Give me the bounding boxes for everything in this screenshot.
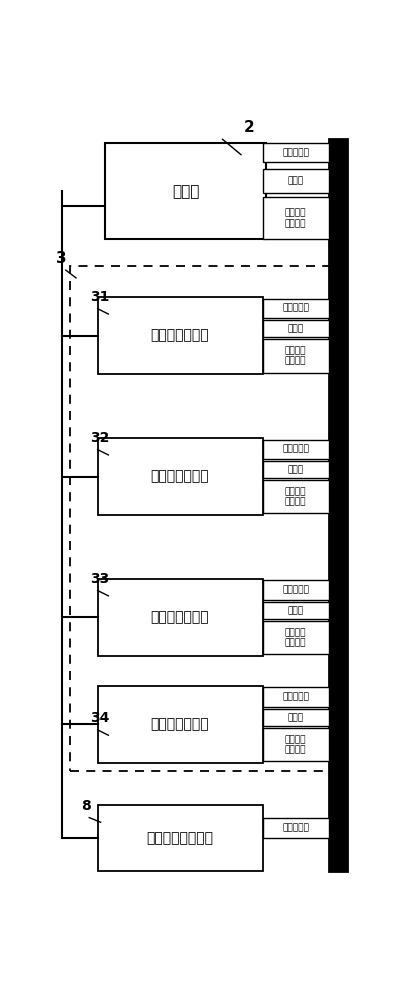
Bar: [263, 709, 329, 726]
Text: 数据线: 数据线: [288, 176, 304, 185]
Bar: [263, 580, 329, 600]
Text: 2: 2: [244, 120, 255, 135]
Text: 数据采集
板选择线: 数据采集 板选择线: [285, 208, 306, 228]
Bar: [263, 169, 329, 193]
Bar: [329, 139, 347, 871]
Text: 数据采集
板选择线: 数据采集 板选择线: [285, 346, 306, 366]
Text: 控制器: 控制器: [172, 184, 199, 199]
Text: 数据采集
板选择线: 数据采集 板选择线: [285, 628, 306, 648]
Bar: [70, 266, 330, 771]
Text: 控制地址线: 控制地址线: [282, 586, 309, 595]
Bar: [263, 602, 329, 619]
Bar: [263, 818, 329, 838]
Text: 数据线: 数据线: [288, 324, 304, 333]
Text: 32: 32: [90, 431, 109, 445]
Text: 数据线: 数据线: [288, 713, 304, 722]
Text: 34: 34: [90, 711, 109, 725]
Text: 第三数据采集板: 第三数据采集板: [151, 610, 209, 624]
Bar: [263, 687, 329, 707]
Text: 31: 31: [90, 290, 109, 304]
Text: 8: 8: [82, 799, 91, 813]
Bar: [98, 805, 263, 871]
Bar: [98, 686, 263, 763]
Text: 颜色传感器切换板: 颜色传感器切换板: [146, 831, 214, 845]
Bar: [263, 621, 329, 654]
Text: 第二数据采集板: 第二数据采集板: [151, 470, 209, 484]
Bar: [263, 299, 329, 318]
Text: 控制地址线: 控制地址线: [282, 693, 309, 702]
Bar: [98, 438, 263, 515]
Text: 数据线: 数据线: [288, 606, 304, 615]
Text: 第四数据采集板: 第四数据采集板: [151, 717, 209, 731]
Bar: [263, 440, 329, 459]
Text: 数据线: 数据线: [288, 465, 304, 474]
Bar: [263, 728, 329, 761]
Text: 33: 33: [90, 572, 109, 586]
Bar: [263, 197, 329, 239]
Text: 数据采集
板选择线: 数据采集 板选择线: [285, 735, 306, 755]
Bar: [263, 339, 329, 373]
Bar: [263, 143, 329, 162]
Text: 控制地址线: 控制地址线: [282, 824, 309, 833]
Text: 控制地址线: 控制地址线: [282, 445, 309, 454]
Bar: [263, 461, 329, 478]
Text: 数据采集
板选择线: 数据采集 板选择线: [285, 487, 306, 507]
Bar: [263, 480, 329, 513]
Bar: [98, 579, 263, 656]
Text: 控制地址线: 控制地址线: [282, 148, 309, 157]
Bar: [98, 297, 263, 374]
Text: 第一数据采集板: 第一数据采集板: [151, 329, 209, 343]
Bar: [105, 143, 265, 239]
Text: 3: 3: [56, 251, 66, 266]
Text: 控制地址线: 控制地址线: [282, 304, 309, 313]
Bar: [263, 320, 329, 337]
